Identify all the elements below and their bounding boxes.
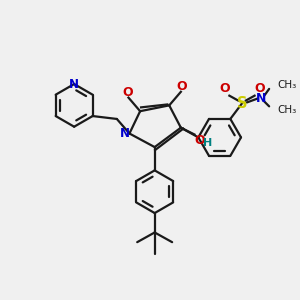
Text: H: H [203,138,213,148]
Text: O: O [122,86,133,99]
Text: O: O [254,82,265,95]
Text: N: N [256,92,267,105]
Text: O: O [176,80,187,93]
Text: CH₃: CH₃ [277,105,296,115]
Text: CH₃: CH₃ [277,80,296,90]
Text: O: O [219,82,230,95]
Text: S: S [237,96,247,111]
Text: N: N [120,127,130,140]
Text: O: O [194,134,205,147]
Text: N: N [69,77,79,91]
